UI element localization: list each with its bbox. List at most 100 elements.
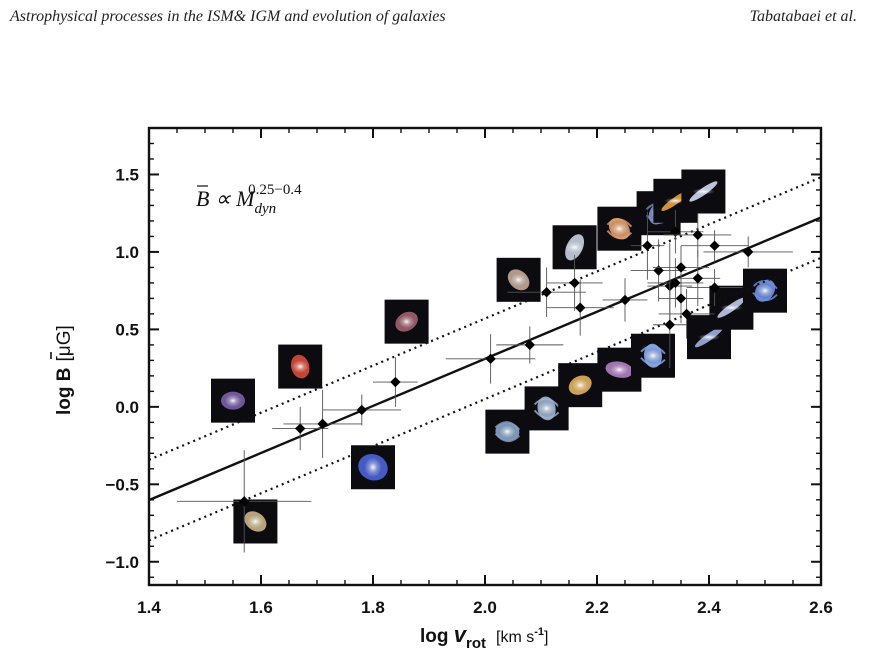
- galaxy-thumbnail: [485, 409, 530, 454]
- y-axis-label: log B [μG]: [54, 325, 75, 415]
- scaling-annotation: B ∝ Mdyn 0.25−0.4: [196, 182, 302, 217]
- galaxy-thumbnail: [351, 445, 395, 490]
- data-point-marker: [541, 287, 552, 298]
- data-point: [658, 273, 704, 324]
- annotation-relation: ∝ M: [209, 186, 256, 211]
- galaxy-core: [565, 241, 584, 254]
- galaxy-core: [499, 425, 516, 439]
- running-header-title: Astrophysical processes in the ISM& IGM …: [10, 8, 446, 25]
- data-point: [272, 406, 329, 451]
- data-point-marker: [619, 294, 631, 306]
- x-tick-label: 1.6: [249, 598, 273, 617]
- data-point-marker: [295, 423, 306, 434]
- galaxy-thumbnail: [278, 344, 323, 389]
- x-tick-label: 2.0: [473, 598, 497, 617]
- data-point: [703, 236, 793, 268]
- data-point-marker: [575, 302, 586, 313]
- y-tick-label: −1.0: [105, 553, 139, 572]
- x-tick-label: 1.4: [137, 598, 161, 617]
- galaxy-core: [692, 188, 715, 195]
- data-point: [686, 268, 743, 307]
- x-label-main: log: [420, 626, 454, 647]
- data-point-marker: [664, 319, 675, 330]
- x-tick-label: 2.6: [809, 598, 833, 617]
- data-point: [283, 389, 362, 458]
- x-tick-label: 2.2: [585, 598, 609, 617]
- data-point-marker: [524, 339, 535, 351]
- y-tick-label: 0.0: [115, 398, 139, 417]
- data-point-marker: [743, 246, 754, 258]
- x-label-unit-sup: -1: [534, 626, 544, 638]
- galaxy-core: [697, 334, 721, 341]
- data-point: [647, 258, 704, 308]
- data-point-marker: [642, 240, 653, 251]
- galaxy-core: [664, 197, 687, 204]
- galaxy-thumbnail: [631, 333, 675, 378]
- data-point-marker: [569, 277, 580, 289]
- galaxy-arms: [640, 345, 666, 367]
- data-point: [630, 239, 687, 302]
- data-point-marker: [709, 282, 720, 293]
- data-point-marker: [390, 376, 401, 388]
- y-label-var: B: [54, 367, 75, 381]
- data-point: [602, 278, 648, 322]
- galaxy-core: [611, 222, 628, 236]
- data-point: [681, 230, 749, 262]
- galaxy-core: [247, 515, 264, 528]
- x-label-unit: [km s: [496, 629, 534, 646]
- annotation-subscript: dyn: [255, 201, 277, 217]
- data-point-marker: [670, 277, 681, 289]
- data-point: [373, 357, 418, 407]
- x-tick-label: 1.8: [361, 598, 385, 617]
- data-point-marker: [709, 240, 720, 251]
- x-tick-label: 2.4: [697, 598, 721, 617]
- galaxy-thumbnail: [681, 169, 726, 214]
- data-point-marker: [239, 496, 250, 507]
- data-point-marker: [692, 229, 703, 241]
- galaxy-thumbnail: [233, 499, 278, 544]
- galaxy-core: [538, 401, 555, 415]
- y-tick-label: −0.5: [105, 475, 139, 494]
- galaxy-thumbnail-layer: [211, 169, 787, 544]
- x-label-sub: rot: [466, 635, 486, 652]
- x-axis-label: log vrot [km s-1]: [420, 622, 548, 652]
- data-point-marker: [356, 404, 367, 416]
- data-point-marker: [675, 262, 687, 273]
- data-point: [546, 279, 614, 336]
- running-header-authors: Tabatabaei et al.: [749, 8, 857, 25]
- data-point-marker: [681, 308, 692, 320]
- galaxy-core: [292, 360, 309, 373]
- galaxy-thumbnail: [687, 315, 731, 360]
- data-point-marker: [670, 226, 681, 237]
- galaxy-core: [572, 378, 589, 392]
- annotation-lhs: B: [196, 186, 209, 211]
- annotation-superscript: 0.25−0.4: [248, 182, 302, 198]
- galaxy-thumbnail: [496, 257, 541, 302]
- galaxy-thumbnail: [743, 268, 787, 313]
- data-point: [647, 210, 704, 254]
- galaxy-core: [364, 457, 382, 478]
- data-point: [322, 394, 401, 426]
- data-point-marker: [675, 293, 687, 304]
- envelope-line: [149, 256, 821, 542]
- galaxy-thumbnail: [597, 206, 642, 251]
- y-tick-label: 1.5: [115, 165, 139, 184]
- galaxy-core: [644, 349, 662, 363]
- y-tick-label: 1.0: [115, 243, 139, 262]
- galaxy-core: [756, 284, 774, 298]
- data-point-marker: [317, 418, 328, 430]
- data-point: [653, 281, 687, 369]
- galaxy-arms: [606, 218, 633, 240]
- galaxy-core: [720, 304, 743, 311]
- galaxy-core: [224, 394, 242, 408]
- data-points-layer: [177, 210, 793, 553]
- galaxy-arms: [494, 421, 521, 443]
- x-label-unit-end: ]: [544, 629, 548, 646]
- x-label-var: v: [454, 622, 468, 647]
- data-point-marker: [485, 353, 496, 365]
- galaxy-arms: [533, 397, 560, 419]
- y-tick-label: 0.5: [115, 320, 139, 339]
- data-point: [496, 326, 564, 364]
- data-point: [658, 289, 715, 339]
